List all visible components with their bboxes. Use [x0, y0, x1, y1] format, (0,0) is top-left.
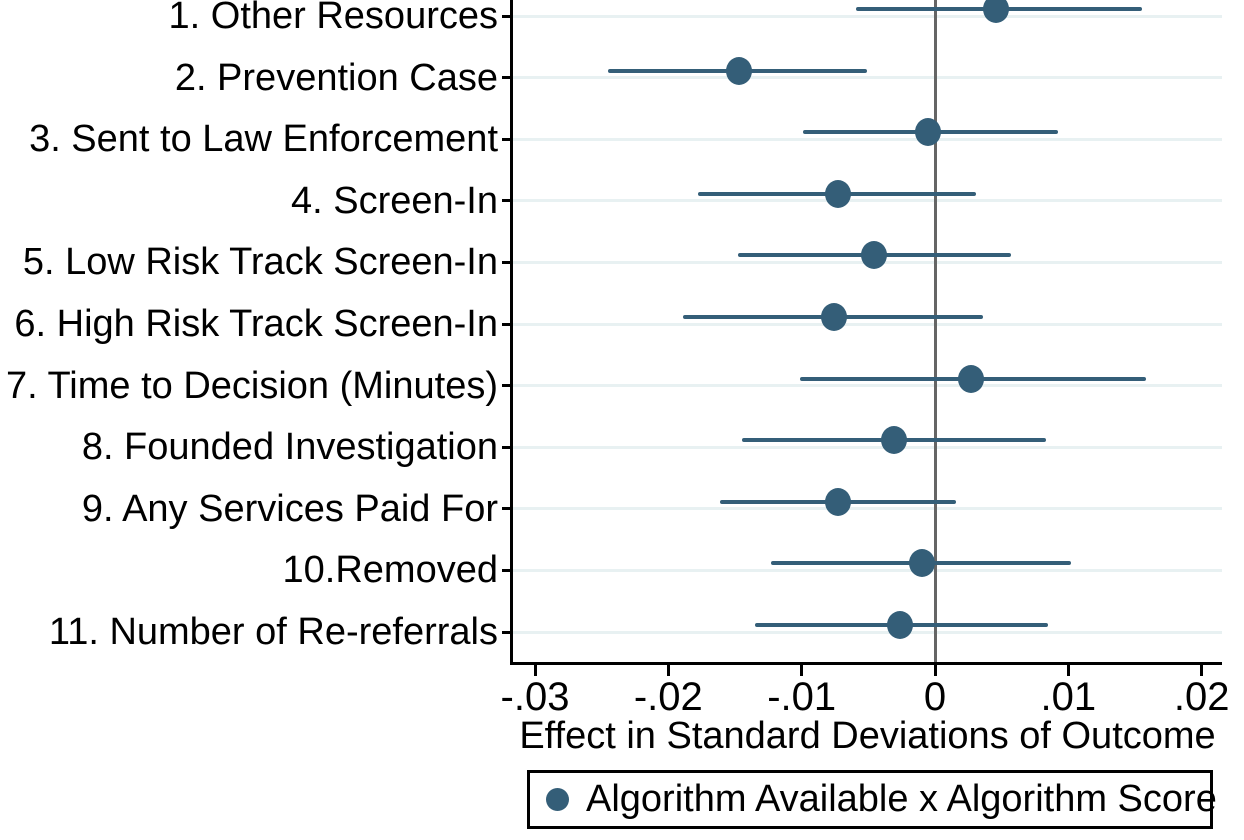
x-tick-label: -.01: [767, 675, 837, 719]
gridline: [513, 630, 1222, 634]
legend-series-label: Algorithm Available x Algorithm Score: [586, 778, 1217, 820]
category-label: 6. High Risk Track Screen-In: [14, 303, 498, 345]
x-tick-label: .01: [1040, 675, 1097, 719]
gridline: [513, 199, 1222, 203]
point-estimate-marker: [726, 56, 752, 85]
y-axis-tick: [502, 137, 513, 141]
point-estimate-marker: [820, 303, 847, 331]
x-axis-tick: [800, 665, 804, 676]
point-estimate-marker: [908, 549, 935, 578]
x-axis-tick: [533, 665, 537, 676]
x-tick-label: -.03: [500, 675, 570, 719]
y-axis-tick: [502, 76, 513, 80]
point-estimate-marker: [983, 0, 1010, 23]
gridline: [513, 568, 1222, 572]
category-label: 3. Sent to Law Enforcement: [29, 118, 498, 161]
point-estimate-marker: [887, 611, 914, 639]
point-estimate-marker: [957, 364, 984, 393]
category-label: 10.Removed: [282, 549, 498, 592]
y-axis-tick: [502, 14, 513, 18]
y-axis-tick: [502, 384, 513, 388]
x-tick-label: 0: [923, 675, 947, 719]
gridline: [513, 445, 1222, 449]
y-axis-line: [510, 0, 513, 665]
y-axis-tick: [502, 507, 513, 511]
gridline: [513, 14, 1222, 18]
x-axis-tick: [933, 665, 937, 676]
y-axis-tick: [502, 199, 513, 203]
gridline: [513, 322, 1222, 326]
x-axis-title: Effect in Standard Deviations of Outcome: [519, 715, 1216, 757]
x-tick-label: -.02: [633, 675, 703, 719]
x-axis-tick: [1200, 665, 1204, 676]
legend-box: Algorithm Available x Algorithm Score: [527, 770, 1217, 829]
category-label: 1. Other Resources: [168, 0, 498, 37]
category-label: 11. Number of Re-referrals: [48, 611, 498, 653]
category-label: 8. Founded Investigation: [81, 426, 498, 469]
gridline: [513, 76, 1222, 80]
category-label: 7. Time to Decision (Minutes): [5, 364, 498, 407]
point-estimate-marker: [880, 426, 907, 455]
y-axis-tick: [502, 630, 513, 634]
point-estimate-marker: [824, 487, 851, 516]
y-axis-tick: [502, 260, 513, 264]
legend-marker-dot-icon: [546, 788, 569, 811]
y-axis-tick: [502, 445, 513, 449]
gridline: [513, 137, 1222, 141]
point-estimate-marker: [824, 179, 851, 208]
x-axis-line: [510, 662, 1222, 665]
gridline: [513, 384, 1222, 388]
category-label: 5. Low Risk Track Screen-In: [22, 241, 498, 284]
x-tick-label: .02: [1173, 675, 1230, 719]
x-axis-tick: [1066, 665, 1070, 676]
x-axis-tick: [666, 665, 670, 676]
zero-reference-line: [933, 0, 937, 662]
category-label: 4. Screen-In: [291, 179, 498, 222]
y-axis-tick: [502, 322, 513, 326]
category-label: 9. Any Services Paid For: [81, 487, 498, 530]
y-axis-tick: [502, 568, 513, 572]
gridline: [513, 507, 1222, 511]
category-label: 2. Prevention Case: [174, 56, 498, 99]
point-estimate-marker: [915, 118, 942, 147]
point-estimate-marker: [860, 241, 887, 270]
